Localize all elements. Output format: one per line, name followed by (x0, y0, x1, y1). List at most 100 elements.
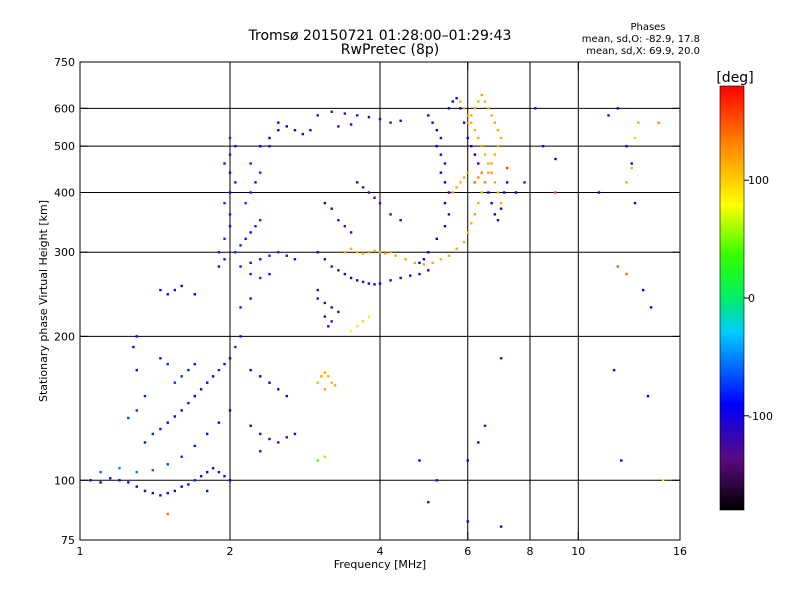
data-point (205, 470, 209, 474)
data-point (205, 432, 209, 436)
data-point (223, 362, 226, 366)
data-point (466, 231, 469, 234)
data-point (135, 368, 138, 372)
colorbar-label: [deg] (716, 70, 753, 86)
data-point (268, 272, 271, 276)
data-point (439, 258, 443, 261)
data-point (285, 125, 288, 128)
y-tick-label: 400 (54, 186, 75, 199)
data-point (337, 310, 340, 314)
data-point (135, 335, 138, 338)
data-point (135, 470, 138, 474)
data-point (159, 427, 162, 431)
data-point (223, 237, 226, 241)
data-point (330, 306, 333, 309)
data-point (483, 181, 487, 184)
data-point (249, 191, 252, 194)
data-point (443, 162, 447, 165)
data-point (193, 444, 197, 448)
data-point (455, 247, 458, 250)
data-point (439, 153, 443, 156)
data-point (249, 297, 252, 300)
data-point (301, 132, 305, 136)
data-point (490, 114, 493, 117)
data-point (554, 157, 557, 161)
data-point (499, 525, 503, 528)
data-point (180, 284, 183, 288)
data-point (228, 479, 232, 482)
data-point (534, 107, 537, 110)
data-point (166, 512, 169, 516)
data-point (268, 144, 271, 148)
data-point (205, 489, 209, 493)
data-point (427, 269, 430, 272)
y-axis-label: Stationary phase Virtual Height [km] (37, 200, 50, 402)
data-point (447, 254, 451, 257)
data-point (199, 474, 203, 478)
data-point (249, 162, 252, 165)
data-point (180, 409, 183, 412)
data-point (389, 213, 392, 216)
data-point (330, 265, 333, 268)
data-point (630, 166, 633, 170)
y-tick-label: 75 (61, 534, 75, 547)
data-point (234, 345, 237, 349)
data-point (249, 231, 252, 234)
data-point (277, 388, 280, 391)
data-point (470, 222, 473, 225)
data-point (193, 394, 197, 398)
data-point (483, 153, 487, 156)
data-point (462, 107, 466, 110)
stats-heading: Phases (630, 22, 665, 33)
data-point (466, 171, 469, 174)
data-point (349, 231, 353, 234)
data-point (166, 421, 169, 424)
data-point (89, 479, 92, 482)
data-point (323, 455, 327, 458)
data-point (646, 394, 650, 398)
data-point (228, 409, 232, 412)
data-point (330, 381, 333, 384)
data-point (239, 265, 242, 268)
data-point (451, 191, 455, 194)
data-point (349, 330, 353, 333)
data-point (355, 325, 359, 328)
data-point (361, 320, 365, 323)
data-point (277, 121, 280, 124)
data-point (612, 368, 616, 372)
grid (80, 62, 680, 540)
data-point (223, 162, 226, 165)
data-point (496, 128, 500, 132)
data-point (378, 201, 382, 205)
data-point (541, 144, 545, 148)
data-point (337, 269, 340, 272)
data-point (323, 301, 327, 305)
data-point (657, 121, 660, 124)
data-point (239, 244, 242, 247)
data-point (259, 258, 262, 261)
x-axis-label: Frequency [MHz] (334, 558, 426, 571)
data-point (143, 441, 147, 444)
data-point (166, 491, 169, 495)
data-point (132, 345, 135, 349)
data-point (477, 201, 480, 205)
data-point (499, 201, 503, 205)
data-point (166, 463, 169, 466)
data-point (447, 191, 451, 194)
data-point (228, 136, 232, 140)
data-point (451, 100, 455, 103)
data-point (259, 219, 262, 222)
data-point (466, 121, 469, 124)
data-point (330, 207, 333, 210)
data-point (499, 357, 503, 360)
data-point (480, 191, 483, 194)
data-point (470, 121, 473, 124)
data-point (228, 153, 232, 156)
colorbar-tick-label: -100 (748, 410, 773, 423)
data-point (99, 481, 102, 484)
data-point (333, 384, 337, 387)
data-point (418, 272, 421, 276)
chart-subtitle: RwPretec (8p) (341, 42, 439, 58)
data-point (173, 415, 177, 418)
